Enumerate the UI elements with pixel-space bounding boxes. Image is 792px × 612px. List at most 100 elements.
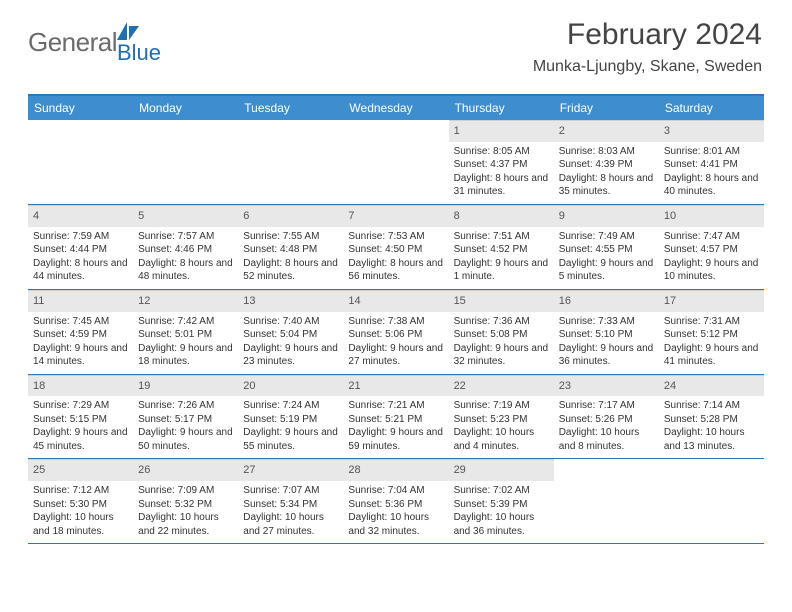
- sunset-text: Sunset: 5:28 PM: [664, 413, 759, 427]
- day-details: Sunrise: 7:17 AMSunset: 5:26 PMDaylight:…: [554, 396, 659, 458]
- sunrise-text: Sunrise: 7:45 AM: [33, 315, 128, 329]
- sunset-text: Sunset: 4:57 PM: [664, 243, 759, 257]
- daylight-text: Daylight: 8 hours and 40 minutes.: [664, 172, 759, 199]
- day-number: 2: [554, 120, 659, 142]
- calendar-day: 21Sunrise: 7:21 AMSunset: 5:21 PMDayligh…: [343, 375, 448, 459]
- daylight-text: Daylight: 9 hours and 1 minute.: [454, 257, 549, 284]
- day-details: Sunrise: 7:24 AMSunset: 5:19 PMDaylight:…: [238, 396, 343, 458]
- sunrise-text: Sunrise: 7:33 AM: [559, 315, 654, 329]
- sunset-text: Sunset: 5:06 PM: [348, 328, 443, 342]
- day-details: Sunrise: 8:03 AMSunset: 4:39 PMDaylight:…: [554, 142, 659, 204]
- sunset-text: Sunset: 5:17 PM: [138, 413, 233, 427]
- sunset-text: Sunset: 4:52 PM: [454, 243, 549, 257]
- sunrise-text: Sunrise: 7:47 AM: [664, 230, 759, 244]
- day-details: Sunrise: 7:12 AMSunset: 5:30 PMDaylight:…: [28, 481, 133, 543]
- day-number: 8: [449, 205, 554, 227]
- calendar-day: [554, 459, 659, 543]
- logo-text-general: General: [28, 27, 117, 58]
- sunrise-text: Sunrise: 7:02 AM: [454, 484, 549, 498]
- day-details: Sunrise: 7:07 AMSunset: 5:34 PMDaylight:…: [238, 481, 343, 543]
- dow-tuesday: Tuesday: [238, 96, 343, 120]
- sunrise-text: Sunrise: 7:38 AM: [348, 315, 443, 329]
- day-number: 11: [28, 290, 133, 312]
- sunrise-text: Sunrise: 7:14 AM: [664, 399, 759, 413]
- daylight-text: Daylight: 9 hours and 59 minutes.: [348, 426, 443, 453]
- sunrise-text: Sunrise: 7:12 AM: [33, 484, 128, 498]
- daylight-text: Daylight: 10 hours and 13 minutes.: [664, 426, 759, 453]
- calendar-day: 17Sunrise: 7:31 AMSunset: 5:12 PMDayligh…: [659, 290, 764, 374]
- day-details: Sunrise: 7:55 AMSunset: 4:48 PMDaylight:…: [238, 227, 343, 289]
- sunset-text: Sunset: 4:59 PM: [33, 328, 128, 342]
- day-number: 22: [449, 375, 554, 397]
- day-number: 17: [659, 290, 764, 312]
- dow-wednesday: Wednesday: [343, 96, 448, 120]
- sunset-text: Sunset: 4:48 PM: [243, 243, 338, 257]
- sunset-text: Sunset: 5:10 PM: [559, 328, 654, 342]
- day-details: Sunrise: 7:47 AMSunset: 4:57 PMDaylight:…: [659, 227, 764, 289]
- day-number: 18: [28, 375, 133, 397]
- daylight-text: Daylight: 9 hours and 18 minutes.: [138, 342, 233, 369]
- sunset-text: Sunset: 5:26 PM: [559, 413, 654, 427]
- sunset-text: Sunset: 4:39 PM: [559, 158, 654, 172]
- day-details: Sunrise: 7:31 AMSunset: 5:12 PMDaylight:…: [659, 312, 764, 374]
- sunset-text: Sunset: 4:55 PM: [559, 243, 654, 257]
- day-details: Sunrise: 8:05 AMSunset: 4:37 PMDaylight:…: [449, 142, 554, 204]
- sunset-text: Sunset: 5:21 PM: [348, 413, 443, 427]
- daylight-text: Daylight: 9 hours and 32 minutes.: [454, 342, 549, 369]
- daylight-text: Daylight: 9 hours and 5 minutes.: [559, 257, 654, 284]
- sunset-text: Sunset: 4:46 PM: [138, 243, 233, 257]
- sunrise-text: Sunrise: 7:21 AM: [348, 399, 443, 413]
- sunrise-text: Sunrise: 7:09 AM: [138, 484, 233, 498]
- page-header: General Blue February 2024 Munka-Ljungby…: [0, 0, 792, 86]
- calendar-day: 29Sunrise: 7:02 AMSunset: 5:39 PMDayligh…: [449, 459, 554, 543]
- sunrise-text: Sunrise: 7:36 AM: [454, 315, 549, 329]
- sunrise-text: Sunrise: 7:40 AM: [243, 315, 338, 329]
- sunrise-text: Sunrise: 7:17 AM: [559, 399, 654, 413]
- sunset-text: Sunset: 4:44 PM: [33, 243, 128, 257]
- calendar-day: 15Sunrise: 7:36 AMSunset: 5:08 PMDayligh…: [449, 290, 554, 374]
- sunrise-text: Sunrise: 7:55 AM: [243, 230, 338, 244]
- daylight-text: Daylight: 8 hours and 48 minutes.: [138, 257, 233, 284]
- calendar-day: 26Sunrise: 7:09 AMSunset: 5:32 PMDayligh…: [133, 459, 238, 543]
- day-number: 10: [659, 205, 764, 227]
- day-number: 6: [238, 205, 343, 227]
- daylight-text: Daylight: 8 hours and 44 minutes.: [33, 257, 128, 284]
- calendar-week: 4Sunrise: 7:59 AMSunset: 4:44 PMDaylight…: [28, 205, 764, 290]
- sunrise-text: Sunrise: 8:03 AM: [559, 145, 654, 159]
- calendar-week: 25Sunrise: 7:12 AMSunset: 5:30 PMDayligh…: [28, 459, 764, 544]
- sunset-text: Sunset: 5:12 PM: [664, 328, 759, 342]
- calendar-day: 23Sunrise: 7:17 AMSunset: 5:26 PMDayligh…: [554, 375, 659, 459]
- day-details: Sunrise: 7:14 AMSunset: 5:28 PMDaylight:…: [659, 396, 764, 458]
- calendar-day: [238, 120, 343, 204]
- sunrise-text: Sunrise: 8:01 AM: [664, 145, 759, 159]
- sunset-text: Sunset: 5:15 PM: [33, 413, 128, 427]
- day-number: 19: [133, 375, 238, 397]
- daylight-text: Daylight: 10 hours and 18 minutes.: [33, 511, 128, 538]
- sunset-text: Sunset: 5:01 PM: [138, 328, 233, 342]
- sunset-text: Sunset: 5:04 PM: [243, 328, 338, 342]
- sunrise-text: Sunrise: 7:19 AM: [454, 399, 549, 413]
- day-number: 9: [554, 205, 659, 227]
- day-details: Sunrise: 8:01 AMSunset: 4:41 PMDaylight:…: [659, 142, 764, 204]
- calendar-day: [659, 459, 764, 543]
- day-details: Sunrise: 7:45 AMSunset: 4:59 PMDaylight:…: [28, 312, 133, 374]
- sunset-text: Sunset: 4:50 PM: [348, 243, 443, 257]
- calendar-day: 5Sunrise: 7:57 AMSunset: 4:46 PMDaylight…: [133, 205, 238, 289]
- calendar-day: 19Sunrise: 7:26 AMSunset: 5:17 PMDayligh…: [133, 375, 238, 459]
- daylight-text: Daylight: 9 hours and 23 minutes.: [243, 342, 338, 369]
- calendar-day: 12Sunrise: 7:42 AMSunset: 5:01 PMDayligh…: [133, 290, 238, 374]
- calendar-day: 28Sunrise: 7:04 AMSunset: 5:36 PMDayligh…: [343, 459, 448, 543]
- day-details: Sunrise: 7:57 AMSunset: 4:46 PMDaylight:…: [133, 227, 238, 289]
- sunset-text: Sunset: 4:41 PM: [664, 158, 759, 172]
- calendar-day: 3Sunrise: 8:01 AMSunset: 4:41 PMDaylight…: [659, 120, 764, 204]
- day-details: Sunrise: 7:59 AMSunset: 4:44 PMDaylight:…: [28, 227, 133, 289]
- dow-monday: Monday: [133, 96, 238, 120]
- day-details: Sunrise: 7:38 AMSunset: 5:06 PMDaylight:…: [343, 312, 448, 374]
- day-details: Sunrise: 7:02 AMSunset: 5:39 PMDaylight:…: [449, 481, 554, 543]
- day-number: 27: [238, 459, 343, 481]
- day-number: 3: [659, 120, 764, 142]
- sunset-text: Sunset: 5:36 PM: [348, 498, 443, 512]
- daylight-text: Daylight: 9 hours and 45 minutes.: [33, 426, 128, 453]
- calendar-week: 1Sunrise: 8:05 AMSunset: 4:37 PMDaylight…: [28, 120, 764, 205]
- daylight-text: Daylight: 9 hours and 14 minutes.: [33, 342, 128, 369]
